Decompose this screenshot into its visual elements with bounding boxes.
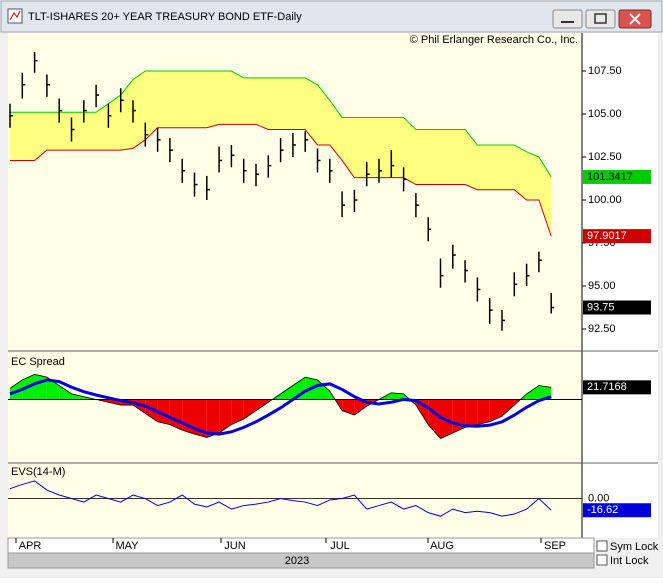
spread-area — [10, 379, 23, 400]
control-label[interactable]: Sym Lock — [610, 541, 659, 553]
panel-title: EVS(14-M) — [11, 466, 65, 478]
y-tick-label: 105.00 — [588, 108, 622, 120]
spread-area — [526, 385, 539, 400]
x-tick-label: APR — [19, 540, 42, 552]
spread-area — [502, 399, 515, 417]
maximize-button[interactable] — [585, 9, 616, 29]
x-tick-label: MAY — [115, 540, 139, 552]
panel-title: EC Spread — [11, 356, 65, 368]
window-title: TLT-ISHARES 20+ YEAR TREASURY BOND ETF-D… — [28, 11, 302, 23]
x-tick-label: JUL — [330, 540, 350, 552]
y-tick-label: 102.50 — [588, 151, 622, 163]
y-tick-label: 92.50 — [588, 323, 616, 335]
lower-value: 97.9017 — [587, 230, 627, 242]
spread-area — [342, 399, 355, 416]
app-icon-glyph — [9, 10, 21, 21]
spread-area — [145, 399, 158, 422]
spread-area — [157, 399, 170, 425]
y-tick-label: 107.50 — [588, 65, 622, 77]
spread-area — [71, 393, 84, 400]
evs-value: -16.62 — [587, 504, 618, 516]
spread-area — [194, 399, 207, 438]
spread-area — [391, 392, 404, 400]
spread-value: 21.7168 — [587, 381, 627, 393]
spread-area — [489, 399, 502, 422]
lower-band — [10, 123, 552, 237]
minimize-button[interactable] — [552, 9, 583, 29]
checkbox[interactable] — [596, 540, 608, 552]
close-value: 93.75 — [587, 301, 615, 313]
lower-value-bg — [583, 229, 651, 244]
spread-area — [231, 399, 244, 425]
year-label: 2023 — [285, 555, 309, 567]
evs-value-bg — [583, 503, 651, 518]
spread-area — [280, 385, 293, 400]
upper-band — [10, 70, 552, 178]
x-tick-label: JUN — [224, 540, 245, 552]
upper-value: 101.3417 — [587, 171, 633, 183]
band-fill — [10, 71, 552, 237]
spread-area — [219, 399, 232, 433]
signal-line — [9, 378, 552, 436]
title-bar — [0, 0, 663, 33]
close-glyph — [629, 13, 641, 25]
spread-area — [256, 399, 269, 411]
checkbox[interactable] — [596, 554, 608, 566]
evs-line — [9, 480, 552, 517]
spread-area — [465, 399, 478, 428]
x-tick-label: SEP — [544, 540, 566, 552]
spread-value-bg — [583, 380, 651, 395]
right-axis-area — [582, 33, 658, 538]
control-label[interactable]: Int Lock — [610, 555, 649, 567]
close-value-bg — [583, 300, 651, 315]
spread-area — [34, 374, 47, 400]
maximize-glyph — [594, 13, 607, 24]
y-tick-label: 0.00 — [588, 492, 609, 504]
spread-area — [59, 385, 72, 400]
spread-area — [538, 385, 552, 400]
spread-area — [243, 399, 256, 420]
x-axis-area — [7, 537, 595, 554]
copyright: © Phil Erlanger Research Co., Inc. — [410, 34, 578, 46]
spread-area — [46, 377, 60, 400]
upper-value-bg — [583, 169, 651, 184]
app-icon — [7, 8, 23, 24]
spread-area — [206, 399, 220, 438]
x-tick-label: AUG — [430, 540, 454, 552]
spread-area — [354, 399, 367, 416]
spread-line — [9, 373, 552, 440]
year-bar — [7, 552, 595, 569]
y-tick-label: 95.00 — [588, 280, 616, 292]
spread-area — [477, 399, 490, 425]
y-tick-label: 100.00 — [588, 194, 622, 206]
